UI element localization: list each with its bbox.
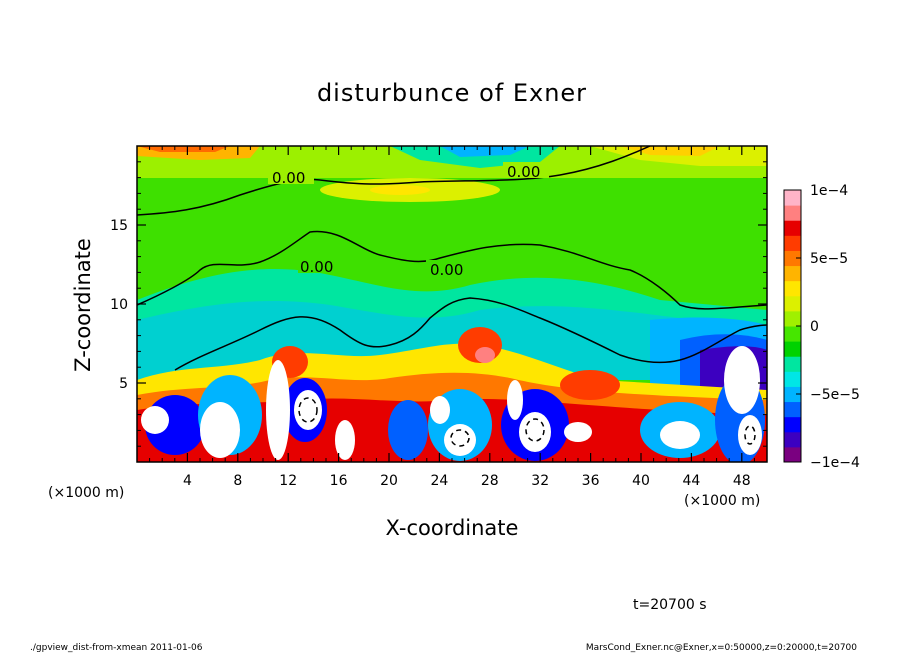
x-tick-label: 16 — [330, 473, 348, 489]
x-tick-label: 44 — [682, 473, 700, 489]
y-axis-label: Z-coordinate — [71, 238, 95, 372]
x-tick-label: 36 — [582, 473, 600, 489]
colorbar-swatch — [784, 326, 801, 342]
x-tick-label: 40 — [632, 473, 650, 489]
y-tick-label: 10 — [110, 297, 128, 313]
colorbar — [784, 190, 801, 463]
colorbar-swatch — [784, 386, 801, 403]
x-tick-label: 48 — [733, 473, 751, 489]
x-tick-label: 8 — [233, 473, 242, 489]
field-layer: 0.00 0.00 0.00 0.00 — [137, 146, 767, 462]
y-tick-label: 15 — [110, 218, 128, 234]
colorbar-swatch — [784, 250, 801, 267]
colorbar-swatch — [784, 190, 801, 206]
colorbar-label: 5e−5 — [810, 251, 848, 267]
contour-label: 0.00 — [507, 163, 540, 181]
x-axis: 4 8 12 16 20 24 28 32 36 40 44 48 — [149, 146, 755, 489]
x-tick-label: 4 — [183, 473, 192, 489]
x-tick-label: 12 — [279, 473, 297, 489]
x-unit-right: (×1000 m) — [684, 493, 760, 509]
colorbar-swatch — [784, 310, 801, 327]
y-axis: 5 10 15 — [110, 161, 767, 447]
colorbar-label: 1e−4 — [810, 183, 848, 199]
footer-left: ./gpview_dist-from-xmean 2011-01-06 — [30, 643, 203, 653]
x-tick-label: 24 — [430, 473, 448, 489]
colorbar-swatch — [784, 265, 801, 282]
contour-lines — [137, 146, 767, 371]
x-tick-label: 20 — [380, 473, 398, 489]
colorbar-swatch — [784, 295, 801, 312]
contour-label: 0.00 — [272, 169, 305, 187]
contour-label: 0.00 — [300, 258, 333, 276]
colorbar-swatch — [784, 401, 801, 418]
colorbar-swatch — [784, 356, 801, 372]
footer-right: MarsCond_Exner.nc@Exner,x=0:50000,z=0:20… — [586, 643, 857, 653]
colorbar-swatch — [784, 431, 801, 448]
x-axis-label: X-coordinate — [386, 516, 519, 540]
colorbar-swatch — [784, 371, 801, 387]
x-tick-label: 32 — [531, 473, 549, 489]
colorbar-label: −1e−4 — [810, 455, 860, 471]
colorbar-swatch — [784, 416, 801, 433]
x-tick-label: 28 — [481, 473, 499, 489]
x-unit-left: (×1000 m) — [48, 485, 124, 501]
colorbar-swatch — [784, 341, 801, 357]
y-tick-label: 5 — [119, 376, 128, 392]
colorbar-swatch — [784, 446, 801, 463]
colorbar-swatch — [784, 280, 801, 297]
contour-label: 0.00 — [430, 261, 463, 279]
colorbar-swatch — [784, 220, 801, 236]
colorbar-ticks: 1e−4 5e−5 0 −5e−5 −1e−4 — [796, 183, 860, 471]
colorbar-swatch — [784, 205, 801, 221]
time-label: t=20700 s — [633, 597, 707, 613]
colorbar-label: 0 — [810, 319, 819, 335]
chart-title: disturbunce of Exner — [317, 79, 587, 107]
colorbar-swatch — [784, 235, 801, 251]
colorbar-label: −5e−5 — [810, 387, 860, 403]
